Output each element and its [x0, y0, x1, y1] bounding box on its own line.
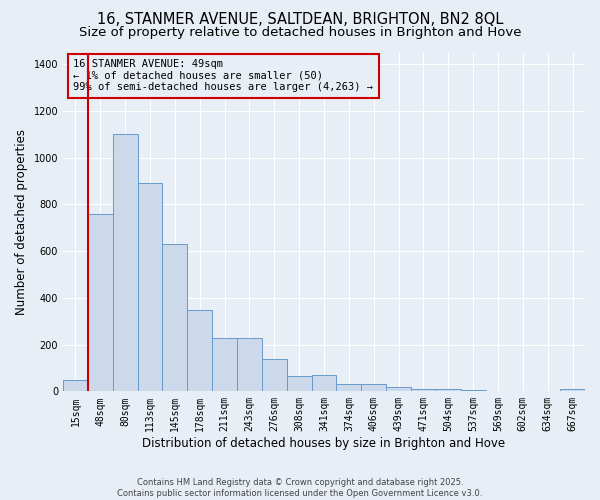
Bar: [212, 338, 237, 392]
Bar: [63, 380, 88, 392]
Bar: [311, 375, 337, 392]
Bar: [560, 388, 585, 392]
Bar: [361, 384, 386, 392]
Bar: [337, 384, 361, 392]
Bar: [287, 376, 311, 392]
Bar: [461, 390, 485, 392]
Bar: [113, 134, 137, 392]
Y-axis label: Number of detached properties: Number of detached properties: [15, 129, 28, 315]
Bar: [88, 214, 113, 392]
Bar: [386, 386, 411, 392]
Bar: [436, 389, 461, 392]
Text: 16, STANMER AVENUE, SALTDEAN, BRIGHTON, BN2 8QL: 16, STANMER AVENUE, SALTDEAN, BRIGHTON, …: [97, 12, 503, 28]
Bar: [137, 184, 163, 392]
Text: Size of property relative to detached houses in Brighton and Hove: Size of property relative to detached ho…: [79, 26, 521, 39]
Bar: [411, 388, 436, 392]
Bar: [237, 338, 262, 392]
X-axis label: Distribution of detached houses by size in Brighton and Hove: Distribution of detached houses by size …: [142, 437, 506, 450]
Bar: [163, 244, 187, 392]
Bar: [187, 310, 212, 392]
Text: 16 STANMER AVENUE: 49sqm
← 1% of detached houses are smaller (50)
99% of semi-de: 16 STANMER AVENUE: 49sqm ← 1% of detache…: [73, 60, 373, 92]
Text: Contains HM Land Registry data © Crown copyright and database right 2025.
Contai: Contains HM Land Registry data © Crown c…: [118, 478, 482, 498]
Bar: [262, 358, 287, 392]
